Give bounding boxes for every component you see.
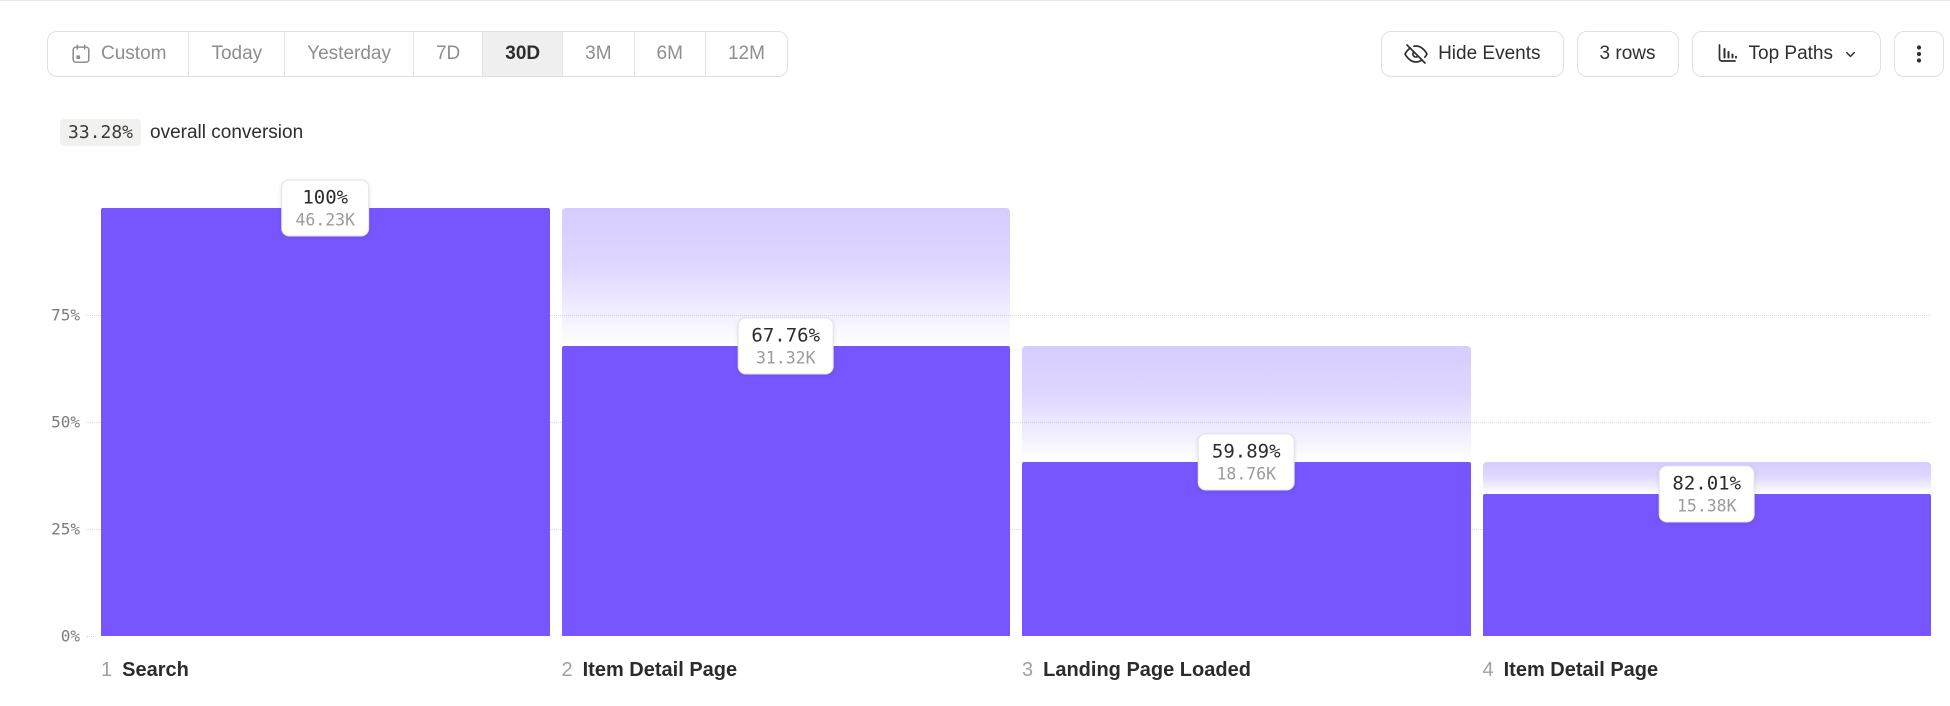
funnel-column-2: 67.76% 31.32K xyxy=(561,208,1010,636)
date-range-label: 7D xyxy=(435,43,461,64)
funnel-column-4: 82.01% 15.38K xyxy=(1482,208,1931,636)
event-count: 31.32K xyxy=(755,348,816,368)
overall-conversion-summary: 33.28% overall conversion xyxy=(60,119,303,146)
date-range-today[interactable]: Today xyxy=(188,32,284,76)
date-range-label: Custom xyxy=(101,43,167,64)
gridline-75 xyxy=(86,315,1931,316)
date-range-3m[interactable]: 3M xyxy=(562,32,633,76)
bar-chart-icon xyxy=(1715,42,1739,66)
top-paths-label: Top Paths xyxy=(1748,43,1834,64)
event-count: 15.38K xyxy=(1676,496,1737,516)
y-axis-tick-25: 25% xyxy=(51,519,80,539)
step-name: Item Detail Page xyxy=(582,659,738,681)
step-label-4: 4 Item Detail Page xyxy=(1483,659,1932,682)
funnel-step-labels: 1 Search 2 Item Detail Page 3 Landing Page Lo… xyxy=(101,659,1931,682)
rows-label: 3 rows xyxy=(1599,43,1656,64)
y-axis-tick-50: 50% xyxy=(51,412,80,432)
funnel-bar-2[interactable] xyxy=(561,346,1010,636)
y-axis-tick-75: 75% xyxy=(51,305,80,325)
toolbar-right: Hide Events 3 rows Top Paths xyxy=(1381,31,1944,77)
overall-conversion-label: overall conversion xyxy=(150,121,304,143)
toolbar: Custom Today Yesterday 7D 30D 3M 6M 12M Hide Ev… xyxy=(47,31,1944,77)
funnel-bar-1[interactable] xyxy=(101,208,550,636)
date-range-label: 12M xyxy=(727,43,765,64)
date-range-label: 30D xyxy=(505,43,541,64)
hide-events-label: Hide Events xyxy=(1438,43,1541,64)
funnel-bar-3[interactable] xyxy=(1022,462,1471,636)
event-count: 18.76K xyxy=(1216,464,1277,484)
step-name: Landing Page Loaded xyxy=(1043,659,1251,681)
step-label-1: 1 Search xyxy=(101,659,550,682)
funnel-column-1: 100% 46.23K xyxy=(101,179,550,636)
value-chip-3: 59.89% 18.76K xyxy=(1197,433,1295,491)
date-range-12m[interactable]: 12M xyxy=(704,32,787,76)
step-label-3: 3 Landing Page Loaded xyxy=(1022,659,1471,682)
date-range-label: Today xyxy=(211,43,263,64)
chevron-down-icon xyxy=(1843,47,1858,62)
kebab-menu-icon xyxy=(1907,42,1931,66)
y-axis-tick-0: 0% xyxy=(60,626,80,646)
rows-button[interactable]: 3 rows xyxy=(1576,31,1679,77)
step-number: 4 xyxy=(1482,659,1494,681)
overall-conversion-value: 33.28% xyxy=(60,119,142,146)
gridline-0 xyxy=(86,636,96,637)
conversion-rate: 59.89% xyxy=(1211,440,1281,463)
date-range-label: 6M xyxy=(656,43,683,64)
funnel-column-3: 59.89% 18.76K xyxy=(1022,208,1471,636)
conversion-rate: 67.76% xyxy=(751,324,821,347)
event-count: 46.23K xyxy=(295,210,356,230)
step-name: Search xyxy=(122,659,189,681)
date-range-6m[interactable]: 6M xyxy=(633,32,705,76)
date-range-7d[interactable]: 7D xyxy=(412,32,482,76)
step-label-2: 2 Item Detail Page xyxy=(562,659,1011,682)
step-number: 3 xyxy=(1022,659,1034,681)
value-chip-1: 100% 46.23K xyxy=(281,179,370,237)
date-range-label: Yesterday xyxy=(307,43,391,64)
top-paths-dropdown[interactable]: Top Paths xyxy=(1691,31,1881,77)
step-name: Item Detail Page xyxy=(1503,659,1659,681)
date-range-yesterday[interactable]: Yesterday xyxy=(284,32,413,76)
more-menu-button[interactable] xyxy=(1894,31,1944,77)
value-chip-2: 67.76% 31.32K xyxy=(737,317,835,375)
date-range-label: 3M xyxy=(585,43,612,64)
funnel-columns: 100% 46.23K 67.76% 31.32K 59.89% 18.76K 82.01%… xyxy=(101,179,1931,636)
date-range-control: Custom Today Yesterday 7D 30D 3M 6M 12M xyxy=(47,31,788,77)
calendar-icon xyxy=(70,43,92,65)
conversion-rate: 82.01% xyxy=(1672,472,1742,495)
hide-events-button[interactable]: Hide Events xyxy=(1381,31,1564,77)
step-number: 2 xyxy=(561,659,573,681)
step-number: 1 xyxy=(101,659,113,681)
value-chip-4: 82.01% 15.38K xyxy=(1658,465,1756,523)
conversion-rate: 100% xyxy=(302,186,349,209)
eye-off-icon xyxy=(1404,42,1428,66)
date-range-custom[interactable]: Custom xyxy=(48,32,188,76)
date-range-30d[interactable]: 30D xyxy=(482,32,563,76)
